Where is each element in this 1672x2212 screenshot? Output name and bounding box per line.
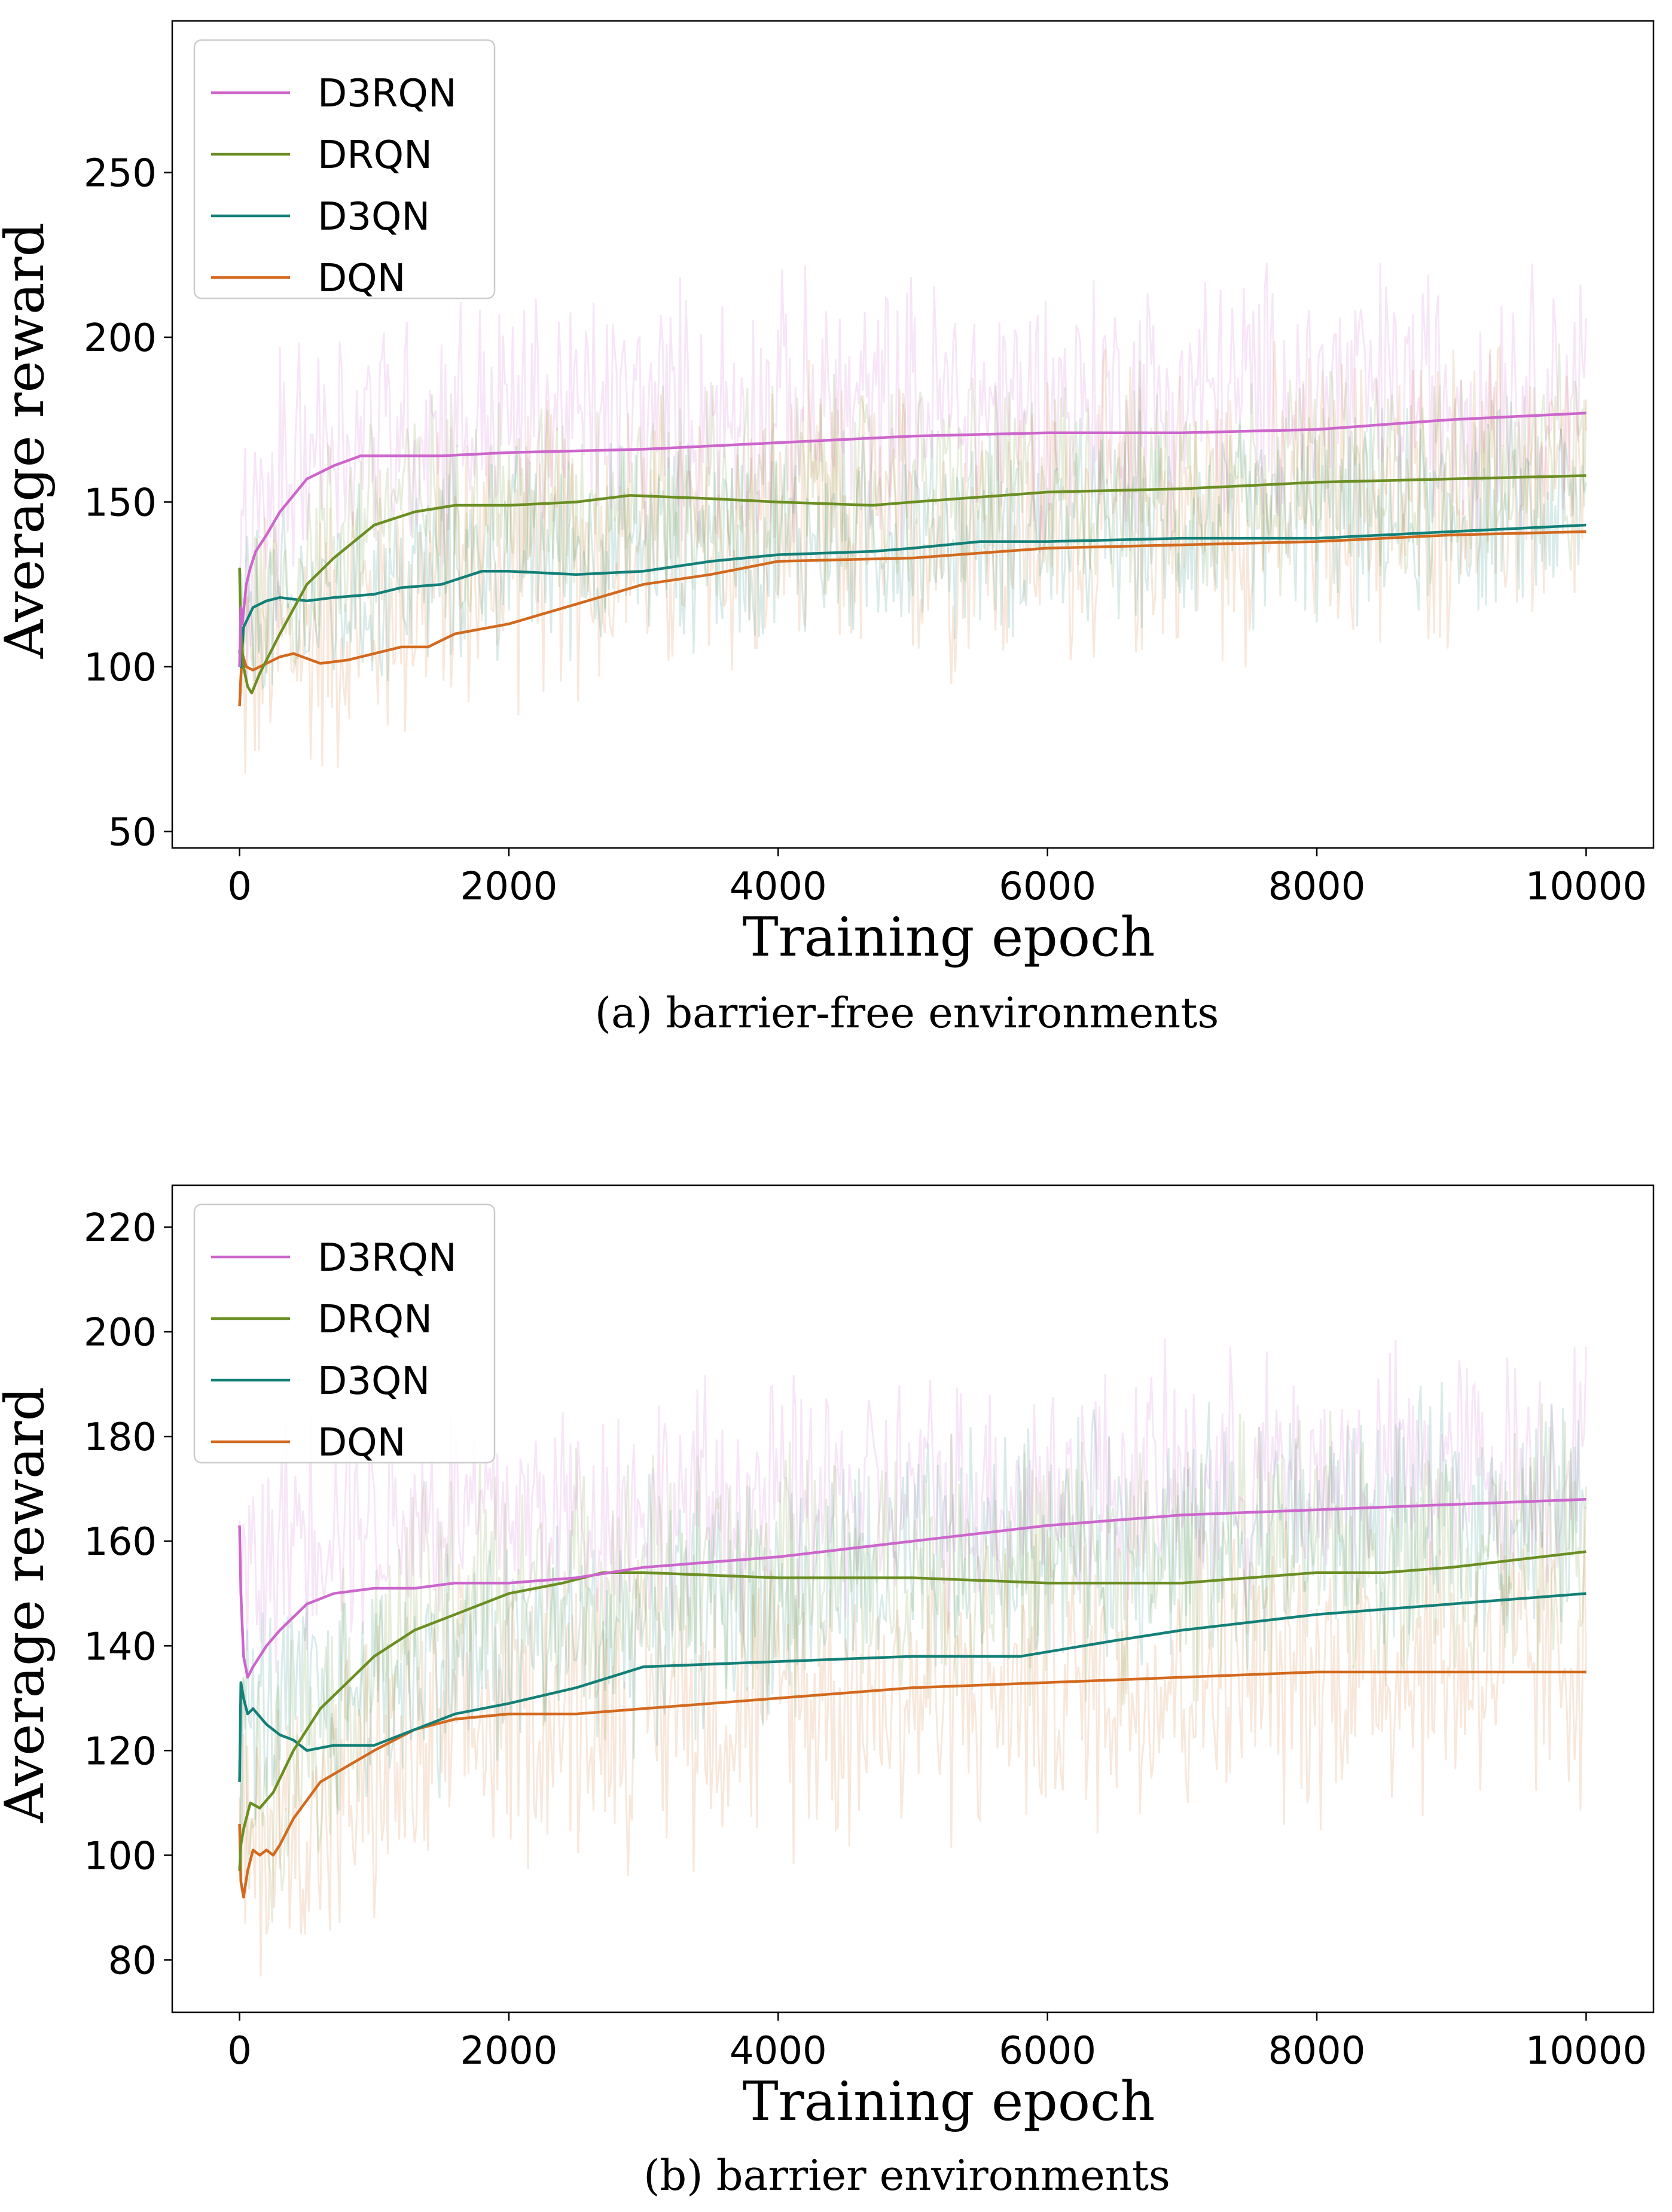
x-tick-label: 2000: [460, 2029, 558, 2073]
raw-reward-noise: [239, 263, 1587, 774]
x-tick-label: 10000: [1525, 865, 1647, 909]
noise-dqn: [239, 340, 1587, 774]
line-d3rqn: [238, 411, 1586, 667]
chart-panel-a: 0 2000 4000 6000 8000 10000 50 100 150 200 250 Trai…: [0, 20, 1655, 1038]
x-tick-label: 10000: [1525, 2029, 1647, 2073]
line-drqn: [238, 474, 1586, 695]
legend-label-dqn: DQN: [318, 1421, 406, 1465]
line-d3qn: [238, 1592, 1586, 1782]
x-tick-label: 6000: [999, 865, 1096, 909]
y-axis-label: Average reward: [0, 1387, 56, 1823]
y-tick-label: 200: [84, 1311, 157, 1355]
y-tick-label: 50: [108, 810, 157, 855]
plot-frame: [171, 1184, 1655, 2013]
y-tick-label: 120: [84, 1729, 157, 1774]
x-tick-label: 0: [227, 2029, 252, 2073]
x-tick-label: 8000: [1268, 865, 1366, 909]
y-tick-label: 200: [84, 316, 157, 361]
legend-label-dqn: DQN: [318, 257, 406, 301]
legend-label-d3qn: D3QN: [318, 195, 430, 239]
line-drqn: [238, 1550, 1586, 1871]
y-tick-label: 160: [84, 1520, 157, 1564]
y-tick-label: 100: [84, 646, 157, 690]
y-tick-label: 180: [84, 1415, 157, 1460]
chart-panel-b: 0 2000 4000 6000 8000 10000 80 100 120 140 160 180 2…: [0, 1184, 1655, 2200]
noise-drqn: [239, 343, 1587, 694]
noise-d3qn: [239, 1381, 1587, 1836]
y-tick-label: 220: [84, 1206, 157, 1250]
x-tick-label: 4000: [730, 865, 827, 909]
x-tick-label: 8000: [1268, 2029, 1366, 2073]
x-tick-label: 0: [227, 865, 252, 909]
line-dqn: [238, 1670, 1586, 1899]
x-tick-label: 6000: [999, 2029, 1096, 2073]
series-lines: [238, 1497, 1586, 1899]
legend-box: [193, 1203, 496, 1464]
y-tick-label: 140: [84, 1625, 157, 1669]
line-d3qn: [238, 523, 1586, 669]
line-d3rqn: [238, 1497, 1586, 1679]
plot-frame: [171, 20, 1655, 849]
y-tick-label: 150: [84, 481, 157, 525]
line-dqn: [238, 530, 1586, 707]
y-tick-label: 80: [108, 1939, 157, 1983]
figure-caption: (b) barrier environments: [643, 2151, 1170, 2200]
series-lines: [238, 411, 1586, 707]
x-tick-label: 2000: [460, 865, 558, 909]
legend-box: [193, 39, 496, 300]
legend-label-drqn: DRQN: [318, 133, 432, 178]
x-axis-label: Training epoch: [743, 2070, 1155, 2133]
legend-label-d3rqn: D3RQN: [318, 72, 457, 116]
figure-caption: (a) barrier-free environments: [595, 988, 1219, 1038]
legend-label-drqn: DRQN: [318, 1298, 432, 1342]
legend-label-d3rqn: D3RQN: [318, 1236, 457, 1280]
y-tick-label: 250: [84, 151, 157, 196]
y-axis-label: Average reward: [0, 222, 56, 659]
noise-d3rqn: [239, 1338, 1587, 1673]
noise-d3qn: [239, 401, 1587, 691]
legend-label-d3qn: D3QN: [318, 1359, 430, 1404]
x-tick-label: 4000: [730, 2029, 827, 2073]
y-tick-label: 100: [84, 1834, 157, 1878]
x-axis-label: Training epoch: [743, 906, 1155, 969]
